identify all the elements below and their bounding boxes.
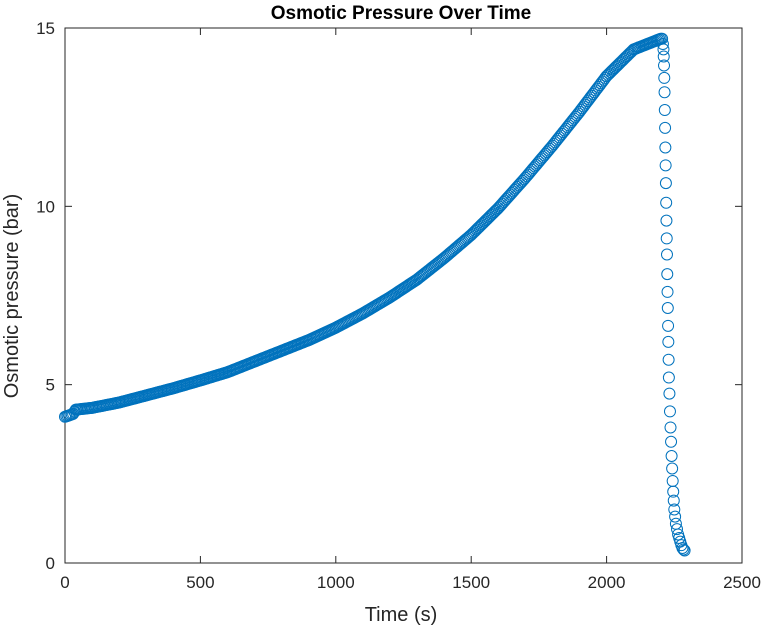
data-point — [662, 353, 675, 366]
data-point — [664, 421, 677, 434]
x-tick-label: 2000 — [588, 573, 626, 592]
data-point — [659, 141, 672, 154]
data-point — [658, 86, 671, 99]
data-point — [659, 121, 672, 134]
plot-area: 0 500 1000 1500 2000 2500 0 5 10 15 — [36, 19, 761, 592]
x-axis-label: Time (s) — [365, 604, 438, 626]
data-point — [671, 523, 684, 536]
data-point — [660, 196, 673, 209]
data-point — [669, 510, 682, 523]
y-tick-label: 15 — [36, 19, 55, 38]
data-point — [658, 59, 671, 72]
x-axis-ticks: 0 500 1000 1500 2000 2500 — [60, 28, 761, 592]
data-point — [658, 71, 671, 84]
data-point — [661, 268, 674, 281]
data-point — [658, 104, 671, 117]
data-point — [660, 214, 673, 227]
data-point — [659, 159, 672, 172]
data-point — [668, 503, 681, 516]
data-point — [676, 542, 689, 555]
data-point — [661, 285, 674, 298]
y-axis-ticks: 0 5 10 15 — [36, 19, 742, 573]
data-point — [665, 450, 678, 462]
data-point — [660, 232, 673, 245]
data-point — [662, 319, 675, 332]
data-point — [666, 462, 679, 475]
data-point — [665, 435, 678, 448]
data-point — [661, 301, 674, 314]
x-tick-label: 1500 — [452, 573, 490, 592]
data-points — [59, 32, 691, 557]
data-point — [657, 50, 670, 63]
x-tick-label: 2500 — [723, 573, 761, 592]
y-tick-label: 0 — [46, 554, 55, 573]
x-tick-label: 500 — [186, 573, 214, 592]
chart-title: Osmotic Pressure Over Time — [271, 3, 532, 24]
y-tick-label: 5 — [46, 376, 55, 395]
x-tick-label: 0 — [60, 573, 69, 592]
data-point — [657, 43, 670, 56]
data-point — [659, 177, 672, 190]
data-point — [677, 543, 690, 556]
data-point — [663, 387, 676, 400]
data-point — [678, 544, 691, 557]
data-point — [662, 335, 675, 348]
y-tick-label: 10 — [36, 197, 55, 216]
data-point — [663, 405, 676, 418]
data-point — [662, 371, 675, 384]
y-axis-label: Osmotic pressure (bar) — [1, 194, 23, 399]
data-point — [660, 248, 673, 261]
data-point — [667, 494, 680, 507]
data-point — [667, 485, 680, 498]
data-point — [656, 38, 669, 51]
x-tick-label: 1000 — [317, 573, 355, 592]
